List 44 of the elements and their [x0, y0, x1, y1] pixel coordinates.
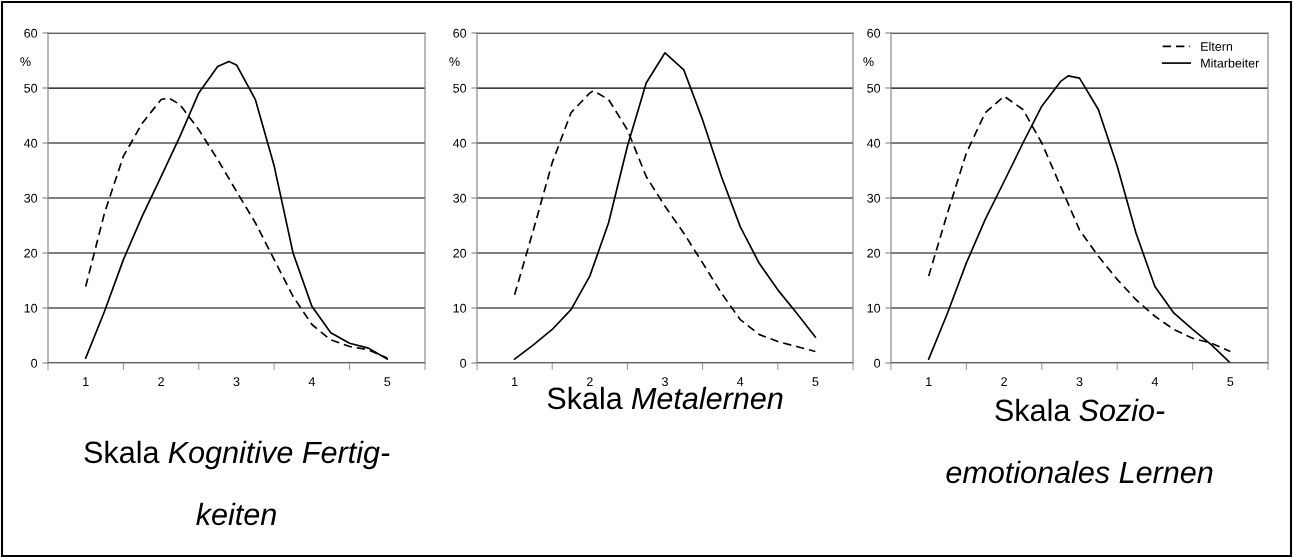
legend-label: Eltern — [1201, 41, 1233, 51]
y-axis-title: % — [863, 57, 874, 67]
y-tick-label: 30 — [867, 193, 881, 203]
x-tick-label: 2 — [586, 377, 593, 386]
x-tick-label: 1 — [926, 377, 932, 386]
x-tick-label: 4 — [308, 377, 316, 386]
y-tick-label: 0 — [460, 358, 467, 368]
x-tick-label: 2 — [158, 377, 164, 386]
y-tick-label: 20 — [24, 248, 38, 258]
y-tick-label: 60 — [453, 28, 467, 38]
y-tick-label: 10 — [453, 303, 467, 313]
y-axis-title: % — [20, 57, 31, 67]
legend-label: Mitarbeiter — [1201, 58, 1260, 68]
x-tick-label: 3 — [233, 377, 240, 387]
y-tick-label: 20 — [453, 248, 467, 258]
x-tick-label: 3 — [1076, 377, 1083, 387]
x-tick-label: 4 — [737, 377, 744, 386]
y-tick-label: 60 — [867, 28, 881, 38]
x-tick-label: 3 — [662, 377, 668, 387]
y-tick-label: 30 — [453, 193, 467, 203]
text: Skala Kognitive Fertig- keiten — [84, 440, 390, 526]
y-tick-label: 50 — [867, 83, 881, 93]
x-tick-label: 2 — [1001, 377, 1007, 386]
y-tick-label: 30 — [24, 193, 38, 203]
y-tick-label: 0 — [874, 358, 881, 368]
y-tick-label: 20 — [867, 248, 881, 258]
x-tick-label: 5 — [1227, 377, 1234, 387]
y-tick-label: 50 — [24, 83, 38, 93]
y-tick-label: 40 — [866, 138, 881, 148]
x-tick-label: 1 — [83, 377, 89, 386]
chart-title: Skala Sozio- emotionales Lernen — [946, 398, 1213, 484]
y-tick-label: 50 — [453, 83, 467, 93]
y-axis-title: % — [449, 57, 460, 67]
y-tick-label: 40 — [23, 138, 38, 148]
y-tick-label: 10 — [24, 303, 38, 313]
x-tick-label: 5 — [384, 377, 391, 387]
x-tick-label: 4 — [1151, 377, 1159, 386]
y-tick-label: 10 — [867, 303, 881, 313]
y-tick-label: 40 — [452, 138, 467, 148]
text: Skala Metalernen — [547, 386, 783, 410]
y-tick-label: 0 — [31, 358, 38, 368]
x-tick-label: 1 — [512, 377, 518, 386]
x-tick-label: 5 — [812, 377, 819, 387]
y-tick-label: 60 — [24, 28, 38, 38]
